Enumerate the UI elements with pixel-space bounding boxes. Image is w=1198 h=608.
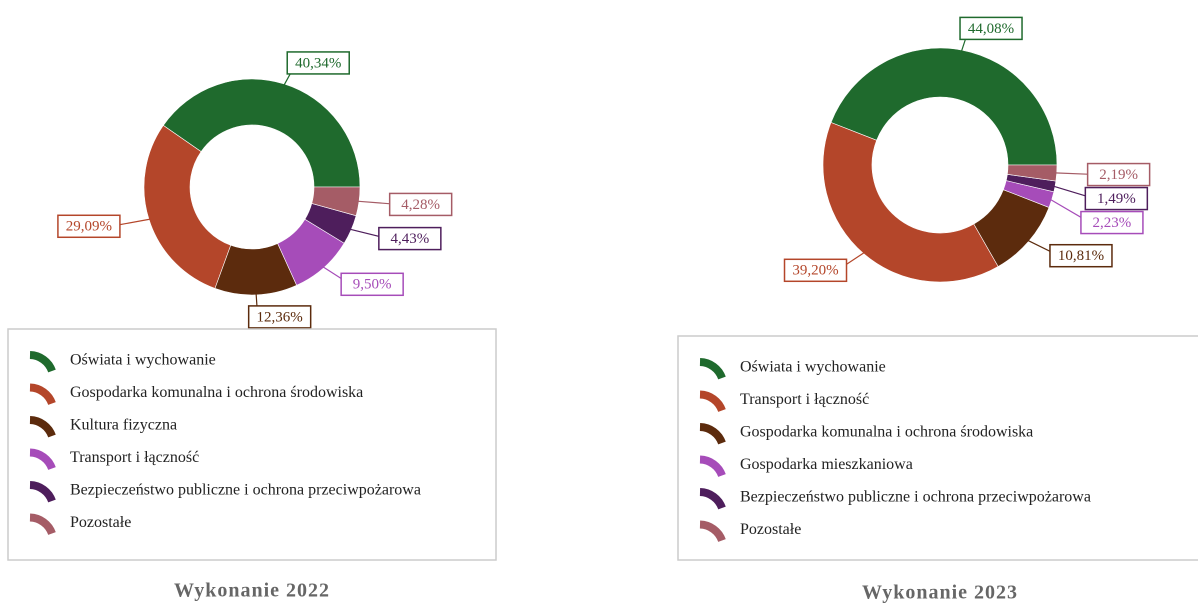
legend-swatch [699, 358, 726, 380]
donut-slice [1007, 164, 1058, 182]
legend-label: Transport i łączność [70, 449, 199, 466]
value-label: 9,50% [353, 277, 392, 293]
legend-swatch [699, 520, 726, 543]
legend-box [677, 335, 1198, 561]
legend-swatch [699, 488, 726, 510]
value-label-box [1084, 186, 1149, 211]
legend-swatch [699, 390, 726, 413]
legend-label: Bezpieczeństwo publiczne i ochrona przec… [740, 489, 1091, 506]
value-label-box [783, 258, 848, 283]
value-label-box [57, 214, 121, 239]
value-label: 2,19% [1099, 167, 1138, 183]
donut-slice [822, 122, 999, 283]
legend-swatch [29, 481, 56, 503]
legend-label: Bezpieczeństwo publiczne i ochrona przec… [70, 482, 421, 499]
donut-slice [143, 124, 232, 289]
value-label-box [247, 305, 312, 329]
value-label: 1,49% [1097, 191, 1136, 207]
value-label-box [286, 51, 350, 75]
value-label: 4,28% [401, 197, 440, 213]
legend-swatch [29, 513, 56, 536]
value-label-box [378, 226, 442, 251]
chart-title: Wykonanie 2023 [862, 582, 1018, 604]
chart-title: Wykonanie 2022 [174, 580, 330, 602]
value-label: 40,34% [295, 55, 341, 71]
value-label: 10,81% [1058, 248, 1104, 264]
legend-label: Gospodarka komunalna i ochrona środowisk… [70, 384, 363, 401]
legend-label: Transport i łączność [740, 391, 869, 408]
value-label-box [1080, 210, 1144, 235]
donut-slice [311, 186, 361, 217]
value-label-box [340, 272, 404, 297]
value-label-box [1049, 243, 1113, 268]
value-label: 39,20% [792, 263, 838, 279]
legend-swatch [29, 383, 56, 406]
donut-slice [830, 47, 1058, 166]
value-label: 4,43% [390, 231, 429, 247]
legend-label: Gospodarka komunalna i ochrona środowisk… [740, 424, 1033, 441]
legend-label: Gospodarka mieszkaniowa [740, 456, 913, 473]
legend-label: Oświata i wychowanie [70, 352, 216, 369]
value-label: 2,23% [1093, 215, 1132, 231]
value-label-box [1086, 162, 1151, 187]
legend-box [7, 328, 497, 561]
legend-swatch [29, 351, 56, 373]
donut-slice [162, 78, 361, 188]
value-label: 44,08% [968, 21, 1014, 37]
legend-label: Oświata i wychowanie [740, 359, 886, 376]
value-label: 29,09% [66, 219, 112, 235]
legend-label: Pozostałe [740, 521, 801, 538]
legend-swatch [699, 455, 726, 478]
legend-swatch [29, 416, 56, 438]
legend-label: Kultura fizyczna [70, 417, 177, 434]
legend-swatch [29, 448, 56, 471]
legend-label: Pozostałe [70, 514, 131, 531]
value-label-box [388, 192, 453, 217]
value-label: 12,36% [257, 309, 303, 325]
value-label-box [959, 16, 1023, 41]
legend-swatch [699, 423, 726, 445]
